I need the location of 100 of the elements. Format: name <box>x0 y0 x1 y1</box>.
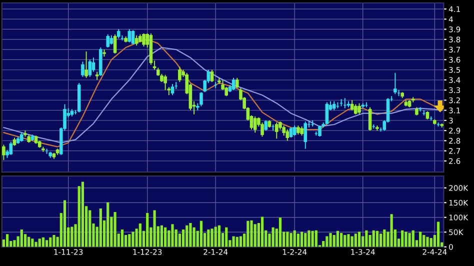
bar <box>344 235 346 247</box>
candlestick <box>131 30 135 45</box>
bar <box>436 222 440 247</box>
bar <box>182 229 185 247</box>
bar <box>214 226 217 247</box>
bar <box>132 232 134 247</box>
bar <box>192 227 196 247</box>
bar <box>250 220 253 247</box>
bar <box>336 230 340 247</box>
candlestick <box>358 102 361 115</box>
candlestick <box>275 122 278 140</box>
candlestick <box>178 66 182 82</box>
candlestick <box>318 125 322 138</box>
candlestick <box>92 57 96 72</box>
bar <box>304 232 307 247</box>
candlestick <box>368 106 372 132</box>
candlestick <box>300 126 304 136</box>
bar <box>308 230 310 247</box>
candlestick <box>84 51 88 78</box>
bar <box>290 232 292 247</box>
bar <box>419 232 422 247</box>
bar <box>401 230 404 247</box>
candlestick <box>232 77 236 91</box>
bar <box>52 235 56 247</box>
candlestick <box>110 34 114 45</box>
candlestick <box>9 141 13 156</box>
bar <box>164 227 167 247</box>
bar <box>114 212 116 247</box>
candlestick <box>116 28 120 39</box>
candlestick <box>20 132 24 142</box>
bar <box>293 230 296 247</box>
candlestick <box>286 129 290 142</box>
bar <box>329 232 332 247</box>
bar <box>88 210 92 247</box>
bar <box>376 230 379 247</box>
candlestick <box>134 34 138 46</box>
bar <box>218 225 220 247</box>
candlestick <box>264 120 268 132</box>
bar <box>38 238 41 247</box>
bar <box>200 220 203 247</box>
candlestick <box>354 104 358 115</box>
bar <box>13 240 16 247</box>
bar <box>332 235 336 247</box>
candlestick <box>325 102 329 125</box>
bar <box>34 242 38 247</box>
candlestick <box>200 92 203 107</box>
bar <box>171 224 174 247</box>
bar <box>106 202 110 247</box>
bar <box>347 234 350 247</box>
bar <box>210 228 214 247</box>
bar <box>412 230 414 247</box>
bar <box>372 230 375 247</box>
candlestick <box>260 122 264 138</box>
bar <box>350 236 354 247</box>
bar <box>358 232 361 247</box>
bar <box>120 229 124 247</box>
bar <box>326 236 328 247</box>
bar <box>430 238 432 247</box>
bar <box>246 220 250 247</box>
bar <box>354 234 357 247</box>
bar <box>383 229 386 247</box>
bar <box>46 240 48 247</box>
bar <box>314 230 318 247</box>
bar <box>286 232 289 247</box>
candlestick <box>113 34 117 54</box>
bar <box>272 227 274 247</box>
bar <box>42 237 44 247</box>
bar <box>28 236 30 247</box>
bar <box>178 234 181 247</box>
candlestick <box>292 125 296 136</box>
candlestick <box>236 77 239 89</box>
candlestick <box>296 125 300 136</box>
candlestick <box>164 74 167 91</box>
bar <box>99 208 102 247</box>
bar <box>153 210 156 247</box>
bar <box>278 218 282 247</box>
bar <box>232 236 235 247</box>
candlestick <box>106 34 110 48</box>
candlestick <box>81 61 84 78</box>
candlestick <box>304 120 308 150</box>
bar <box>254 224 256 247</box>
bar <box>81 182 84 247</box>
bar <box>138 224 142 247</box>
bar <box>128 234 131 247</box>
candlestick <box>210 69 214 82</box>
candlestick <box>332 100 336 111</box>
bar <box>380 234 382 247</box>
bar <box>236 236 238 247</box>
bar <box>239 236 242 247</box>
candlestick <box>289 127 293 138</box>
bar <box>186 225 188 247</box>
candlestick <box>253 116 257 134</box>
bar <box>63 200 66 247</box>
bar <box>207 229 210 247</box>
bar <box>225 227 228 247</box>
candlestick <box>170 83 174 96</box>
candlestick <box>128 28 132 43</box>
bar <box>260 216 264 247</box>
bar <box>408 232 411 247</box>
bar <box>365 230 368 247</box>
